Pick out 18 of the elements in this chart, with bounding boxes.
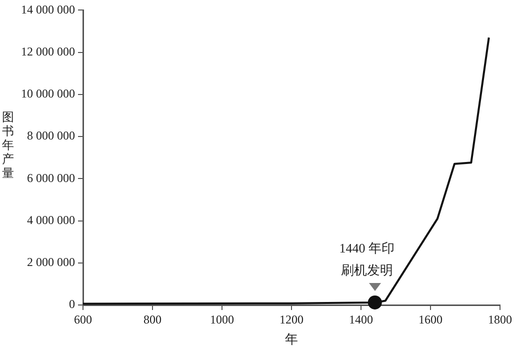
x-tick-label: 1800 <box>488 312 512 326</box>
y-tick-label: 0 <box>69 297 75 312</box>
y-tick-label: 2 000 000 <box>27 255 75 270</box>
x-tick-label: 800 <box>144 312 162 326</box>
x-tick-label: 1600 <box>418 312 442 326</box>
y-tick-label: 10 000 000 <box>21 86 75 101</box>
y-axis-title: 图书年产量 <box>2 110 15 180</box>
y-tick-label: 8 000 000 <box>27 128 75 143</box>
x-tick-label: 600 <box>74 312 92 326</box>
x-axis-title: 年 <box>285 332 298 347</box>
x-tick-label: 1200 <box>280 312 304 326</box>
y-tick-label: 4 000 000 <box>27 212 75 227</box>
y-tick-label: 6 000 000 <box>27 170 75 185</box>
x-tick-label: 1000 <box>210 312 234 326</box>
x-tick-label: 1400 <box>349 312 373 326</box>
y-tick-label: 14 000 000 <box>21 2 75 16</box>
annotation: 1440 年印刷机发明 <box>339 240 395 278</box>
y-tick-label: 12 000 000 <box>21 44 75 58</box>
